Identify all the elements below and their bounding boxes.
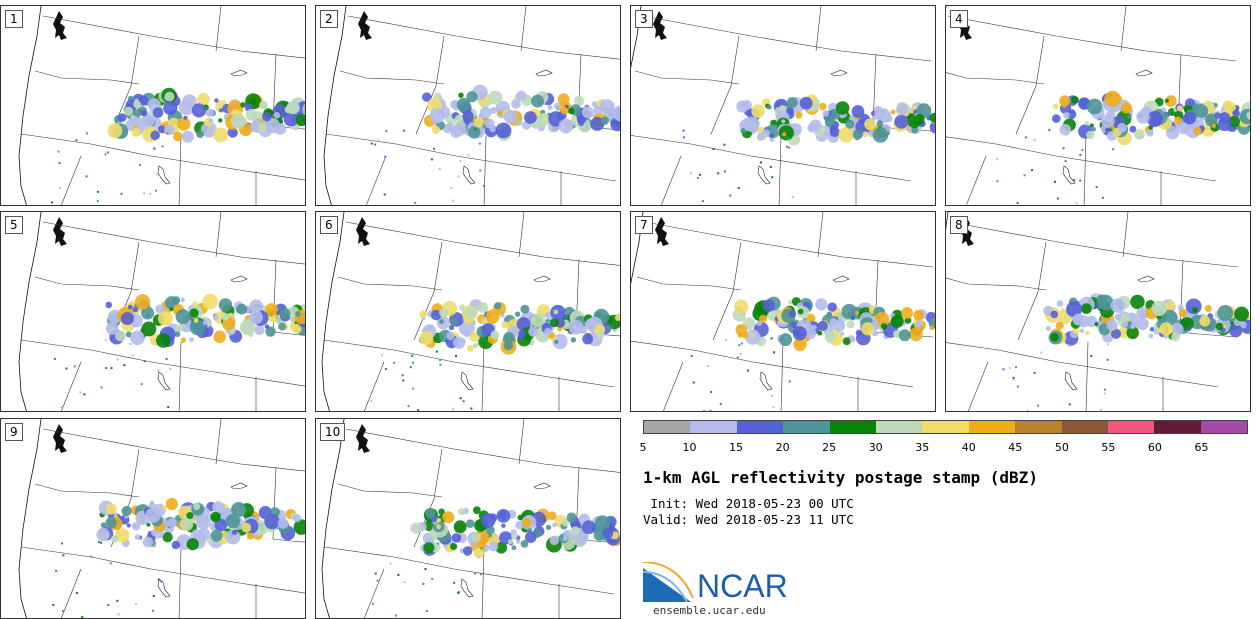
postage-stamp-panel-8: 8 — [945, 211, 1251, 412]
reflectivity-map — [18, 6, 305, 205]
colorbar-segment — [1107, 421, 1155, 433]
colorbar-segment — [968, 421, 1016, 433]
panel-number: 4 — [950, 10, 968, 28]
colorbar-segment — [736, 421, 784, 433]
panel-number: 2 — [320, 10, 338, 28]
postage-stamp-panel-5: 5 — [0, 211, 306, 412]
init-time: Init: Wed 2018-05-23 00 UTC — [643, 496, 854, 511]
postage-stamp-panel-10: 10 — [315, 418, 621, 619]
postage-stamp-panel-9: 9 — [0, 418, 306, 619]
reflectivity-map — [18, 212, 305, 411]
colorbar-segment — [690, 421, 737, 433]
valid-time: Valid: Wed 2018-05-23 11 UTC — [643, 512, 854, 527]
colorbar-segment — [1015, 421, 1062, 433]
colorbar-tick-label: 55 — [1101, 441, 1116, 454]
colorbar-tick-label: 45 — [1008, 441, 1023, 454]
colorbar-tick-label: 15 — [729, 441, 744, 454]
postage-stamp-panel-3: 3 — [630, 5, 936, 206]
panel-number: 5 — [5, 216, 23, 234]
reflectivity-map — [321, 419, 620, 618]
colorbar-segment — [783, 421, 830, 433]
panel-number: 3 — [635, 10, 653, 28]
postage-stamp-panel-2: 2 — [315, 5, 621, 206]
ncar-logo-icon — [643, 562, 694, 603]
colorbar-tick-label: 30 — [868, 441, 883, 454]
logo-text: NCAR — [697, 568, 788, 604]
colorbar-segment — [644, 421, 691, 433]
panel-number: 7 — [635, 216, 653, 234]
reflectivity-map — [631, 6, 935, 205]
reflectivity-map — [323, 6, 620, 205]
postage-stamp-panel-7: 7 — [630, 211, 936, 412]
panel-number: 8 — [950, 216, 968, 234]
colorbar-tick-label: 50 — [1054, 441, 1069, 454]
reflectivity-map — [321, 212, 620, 411]
colorbar-tick-label: 10 — [682, 441, 697, 454]
figure-title: 1-km AGL reflectivity postage stamp (dBZ… — [643, 468, 1038, 487]
colorbar-tick-label: 40 — [961, 441, 976, 454]
colorbar-tick-label: 5 — [639, 441, 647, 454]
colorbar-tick-label: 25 — [822, 441, 837, 454]
reflectivity-map — [946, 212, 1250, 411]
colorbar-segment — [1200, 421, 1248, 433]
colorbar-segment — [829, 421, 876, 433]
postage-stamp-panel-4: 4 — [945, 5, 1251, 206]
colorbar-tick-label: 65 — [1194, 441, 1209, 454]
panel-number: 1 — [5, 10, 23, 28]
colorbar-segment — [922, 421, 969, 433]
website-link[interactable]: ensemble.ucar.edu — [653, 604, 766, 617]
postage-stamp-panel-1: 1 — [0, 5, 306, 206]
colorbar — [643, 420, 1248, 434]
colorbar-tick-label: 60 — [1147, 441, 1162, 454]
colorbar-segment — [1154, 421, 1201, 433]
panel-number: 9 — [5, 423, 23, 441]
postage-stamp-panel-6: 6 — [315, 211, 621, 412]
reflectivity-map — [946, 6, 1250, 205]
colorbar-tick-label: 35 — [915, 441, 930, 454]
colorbar-segment — [875, 421, 923, 433]
reflectivity-map — [631, 212, 935, 411]
panel-number: 6 — [320, 216, 338, 234]
panel-number: 10 — [320, 423, 346, 441]
colorbar-segment — [1061, 421, 1108, 433]
colorbar-ticks: 5 10 15 20 25 30 35 40 45 50 55 60 65 — [639, 441, 1248, 455]
reflectivity-map — [18, 419, 305, 618]
colorbar-tick-label: 20 — [775, 441, 790, 454]
